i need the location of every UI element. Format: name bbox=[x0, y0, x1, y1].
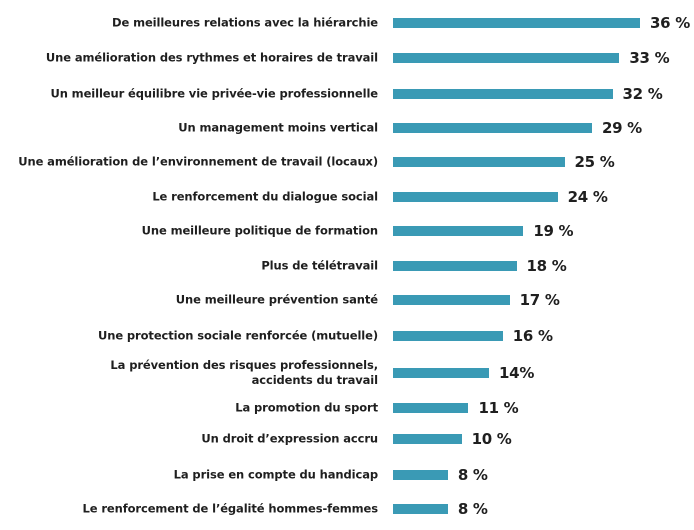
value-label: 24 % bbox=[567, 188, 608, 206]
bar bbox=[393, 89, 613, 99]
value-label: 16 % bbox=[512, 327, 553, 345]
value-label: 25 % bbox=[574, 153, 615, 171]
bar bbox=[393, 434, 462, 444]
category-label: Le renforcement de l’égalité hommes-femm… bbox=[82, 501, 379, 516]
value-label: 29 % bbox=[601, 119, 642, 137]
bar bbox=[393, 226, 524, 236]
value-label: 17 % bbox=[519, 291, 560, 309]
value-label: 36 % bbox=[650, 14, 690, 32]
bar bbox=[393, 261, 517, 271]
category-label: Une amélioration des rythmes et horaires… bbox=[45, 50, 378, 65]
bar bbox=[393, 192, 558, 202]
category-label: La prévention des risques professionnels… bbox=[110, 358, 378, 387]
bar bbox=[393, 123, 592, 133]
bar bbox=[393, 53, 620, 63]
bar bbox=[393, 18, 640, 28]
category-label: De meilleures relations avec la hiérarch… bbox=[112, 15, 378, 30]
value-label: 8 % bbox=[457, 500, 488, 518]
value-label: 33 % bbox=[629, 49, 670, 67]
bar bbox=[393, 470, 448, 480]
category-label: Le renforcement du dialogue social bbox=[152, 189, 378, 204]
category-label: Une amélioration de l’environnement de t… bbox=[18, 154, 378, 169]
value-label: 19 % bbox=[533, 222, 574, 240]
category-label: La prise en compte du handicap bbox=[173, 467, 378, 482]
value-label: 32 % bbox=[622, 85, 663, 103]
category-label: Plus de télétravail bbox=[261, 258, 378, 273]
bar bbox=[393, 504, 448, 514]
value-label: 18 % bbox=[526, 257, 567, 275]
bar bbox=[393, 157, 565, 167]
category-label: Une protection sociale renforcée (mutuel… bbox=[98, 328, 378, 343]
category-label: Un droit d’expression accru bbox=[201, 431, 378, 446]
bar bbox=[393, 368, 490, 378]
value-label: 8 % bbox=[457, 466, 488, 484]
category-label: Un management moins vertical bbox=[178, 120, 378, 135]
category-label: Une meilleure prévention santé bbox=[175, 292, 378, 307]
value-label: 11 % bbox=[478, 399, 519, 417]
category-label: Un meilleur équilibre vie privée-vie pro… bbox=[50, 86, 378, 101]
category-label: Une meilleure politique de formation bbox=[141, 223, 378, 238]
bar bbox=[393, 331, 503, 341]
category-label: La promotion du sport bbox=[235, 400, 378, 415]
value-label: 10 % bbox=[471, 430, 512, 448]
value-label: 14% bbox=[499, 364, 535, 382]
bar bbox=[393, 403, 469, 413]
bar bbox=[393, 295, 510, 305]
